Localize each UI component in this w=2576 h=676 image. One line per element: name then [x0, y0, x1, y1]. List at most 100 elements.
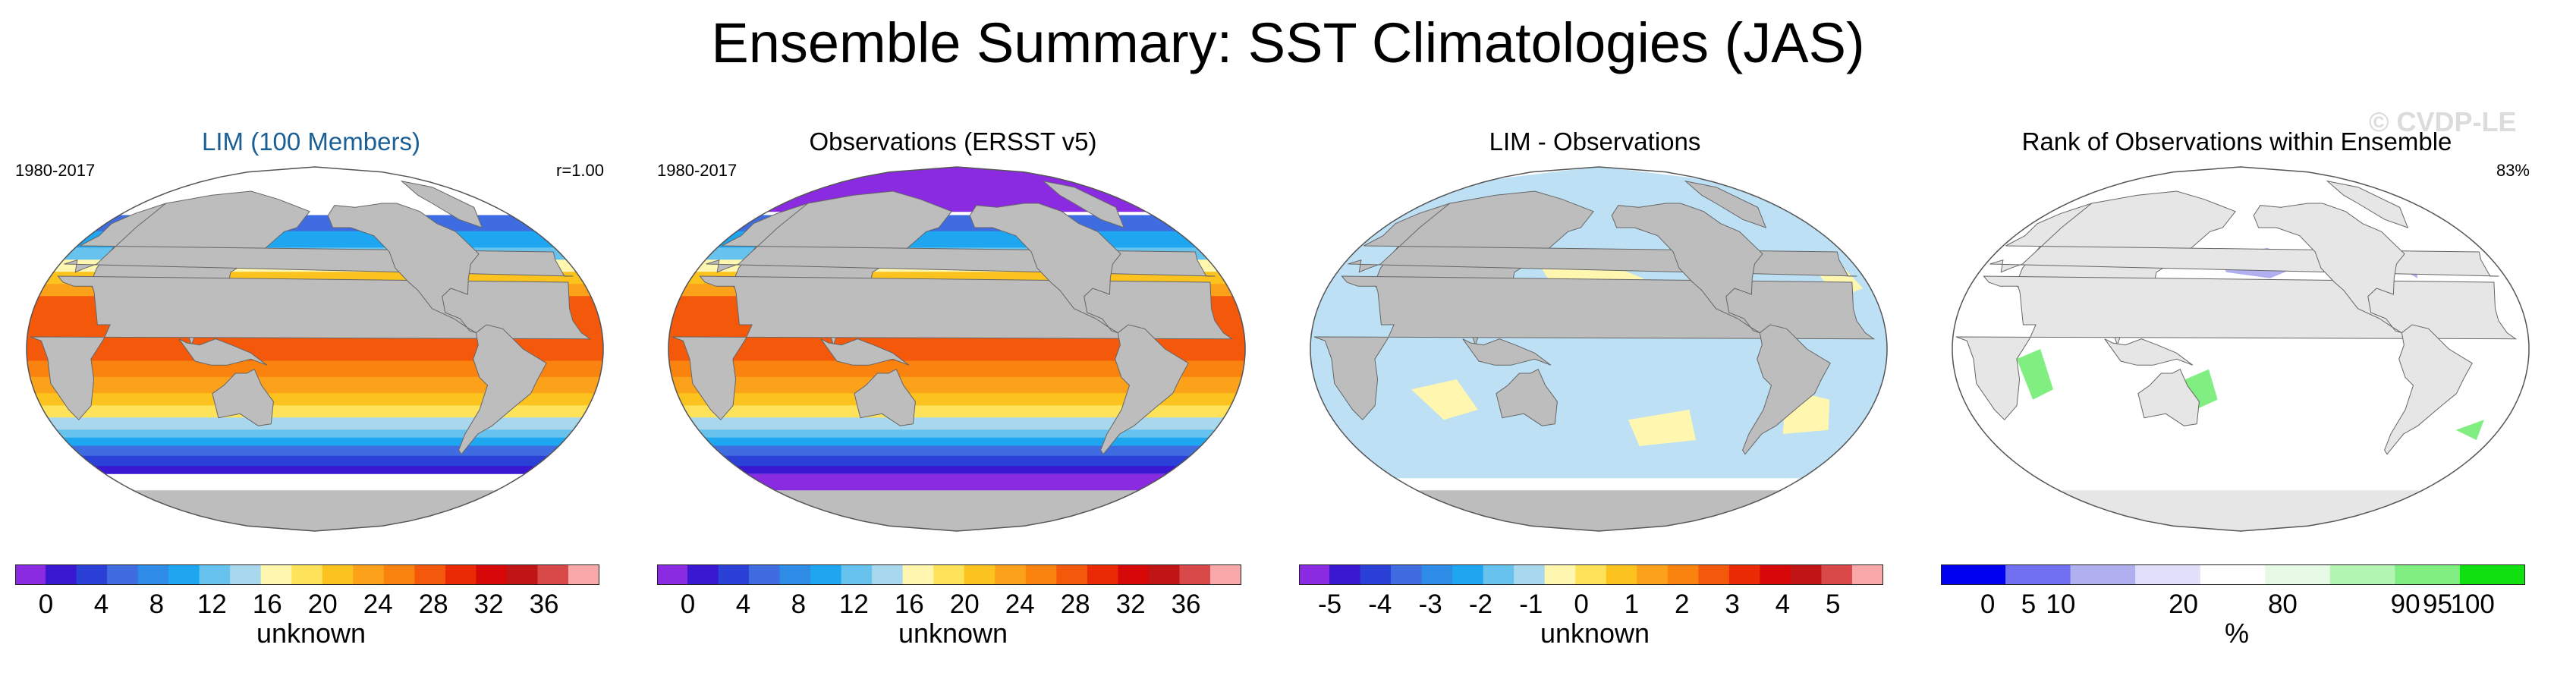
colorbar-tick-label: -2 — [1469, 590, 1492, 618]
colorbar-swatch — [1360, 564, 1392, 585]
colorbar-swatch — [414, 564, 447, 585]
colorbar-swatch — [230, 564, 263, 585]
colorbar-swatch — [322, 564, 354, 585]
world-map — [1310, 166, 1888, 532]
colorbar-swatch — [2395, 564, 2461, 585]
panel-title: LIM (100 Members) — [202, 127, 420, 156]
colorbar-swatch — [657, 564, 689, 585]
colorbar-tick-label: 16 — [895, 590, 924, 618]
colorbar-tick-label: 5 — [1826, 590, 1840, 618]
colorbar-tick-label: 1 — [1625, 590, 1639, 618]
panel-title: Observations (ERSST v5) — [809, 127, 1097, 156]
colorbar-tick-label: 0 — [39, 590, 53, 618]
colorbar-outline — [15, 564, 599, 585]
period-label: 1980-2017 — [657, 161, 738, 180]
colorbar-tick-label: 20 — [2169, 590, 2198, 618]
pattern-correlation-label: r=1.00 — [556, 161, 604, 180]
colorbar-tick-label: 95 — [2423, 590, 2452, 618]
colorbar-swatch — [1514, 564, 1546, 585]
colorbar: 0 4 8 12 16 20 24 28 32 36 — [15, 564, 599, 618]
watermark: © CVDP-LE — [2369, 106, 2517, 137]
colorbar-tick-label: 20 — [308, 590, 338, 618]
colorbar-swatch — [1544, 564, 1577, 585]
colorbar-outline — [1941, 564, 2525, 585]
colorbar-swatch — [1637, 564, 1669, 585]
map-panel-difference: LIM - Observations -5 -4 -3 -2 -1 0 1 2 3 4 5 unkn… — [1284, 121, 1906, 675]
landmass — [672, 180, 1234, 455]
colorbar-swatch — [1329, 564, 1362, 585]
colorbar-swatch — [1483, 564, 1515, 585]
map-panel-observations: Observations (ERSST v5) 1980-2017 0 4 8 12 1… — [642, 121, 1264, 675]
colorbar-tick-label: -4 — [1368, 590, 1392, 618]
world-map — [1952, 166, 2530, 532]
colorbar-swatch — [902, 564, 935, 585]
colorbar-unit-label: unknown — [1540, 618, 1650, 649]
panel-title: Rank of Observations within Ensemble — [2021, 127, 2452, 156]
colorbar-tick-label: 4 — [1776, 590, 1790, 618]
map-outline — [1952, 166, 2530, 532]
landmass — [1955, 180, 2518, 455]
colorbar-swatch — [1698, 564, 1731, 585]
colorbar-swatch — [810, 564, 843, 585]
colorbar-swatch — [1056, 564, 1089, 585]
colorbar-swatch — [476, 564, 508, 585]
colorbar-tick-label: 4 — [94, 590, 109, 618]
colorbar-swatch — [1209, 564, 1241, 585]
colorbar-swatch — [568, 564, 599, 585]
colorbar-tick-label: -1 — [1519, 590, 1543, 618]
map-outline — [1310, 166, 1888, 532]
rank-percent-label: 83% — [2496, 161, 2530, 180]
colorbar-swatch — [76, 564, 109, 585]
colorbar-tick-label: 80 — [2268, 590, 2298, 618]
colorbar-swatch — [1421, 564, 1454, 585]
map-outline — [26, 166, 604, 532]
colorbar-tick-label: 8 — [791, 590, 806, 618]
colorbar-swatch — [445, 564, 477, 585]
colorbar-tick-label: 90 — [2391, 590, 2420, 618]
period-label: 1980-2017 — [15, 161, 96, 180]
colorbar-swatch — [168, 564, 201, 585]
colorbar-swatch — [1299, 564, 1331, 585]
colorbar: -5 -4 -3 -2 -1 0 1 2 3 4 5 — [1299, 564, 1883, 618]
colorbar-swatch — [687, 564, 720, 585]
colorbar-tick-label: 24 — [1005, 590, 1035, 618]
colorbar-tick-label: 32 — [1116, 590, 1146, 618]
colorbar: 0 4 8 12 16 20 24 28 32 36 — [657, 564, 1241, 618]
colorbar-tick-label: 10 — [2046, 590, 2075, 618]
colorbar-swatch — [2265, 564, 2332, 585]
colorbar-swatch — [137, 564, 170, 585]
map-panel-lim: LIM (100 Members) 1980-2017 r=1.00 0 4 8 12… — [0, 121, 622, 675]
colorbar-swatch — [260, 564, 293, 585]
colorbar-swatch — [2070, 564, 2137, 585]
colorbar-tick-label: 16 — [253, 590, 282, 618]
colorbar-swatch — [718, 564, 750, 585]
colorbar-swatch — [2005, 564, 2072, 585]
colorbar-swatch — [1087, 564, 1119, 585]
colorbar-swatch — [1391, 564, 1423, 585]
colorbar-tick-label: 0 — [1574, 590, 1588, 618]
colorbar-tick-label: 4 — [736, 590, 750, 618]
colorbar-tick-label: 28 — [1061, 590, 1090, 618]
colorbar-tick-label: 28 — [419, 590, 448, 618]
colorbar-swatch — [1452, 564, 1485, 585]
colorbar-swatch — [933, 564, 966, 585]
colorbar-swatch — [964, 564, 996, 585]
colorbar-swatch — [1148, 564, 1181, 585]
colorbar-swatch — [1025, 564, 1058, 585]
colorbar-swatch — [2200, 564, 2266, 585]
colorbar-swatch — [2329, 564, 2396, 585]
colorbar-tick-label: 12 — [197, 590, 227, 618]
colorbar-tick-label: 36 — [530, 590, 559, 618]
colorbar-swatch — [107, 564, 140, 585]
colorbar-swatch — [1760, 564, 1792, 585]
colorbar-swatch — [1941, 564, 2007, 585]
colorbar-unit-label: % — [2224, 618, 2249, 649]
colorbar-tick-label: 12 — [839, 590, 869, 618]
colorbar-swatch — [506, 564, 539, 585]
colorbar-tick-label: 32 — [474, 590, 504, 618]
colorbar-swatch — [383, 564, 416, 585]
colorbar-swatch — [1606, 564, 1638, 585]
colorbar-swatch — [1667, 564, 1700, 585]
panel-title: LIM - Observations — [1489, 127, 1701, 156]
colorbar-swatch — [15, 564, 47, 585]
